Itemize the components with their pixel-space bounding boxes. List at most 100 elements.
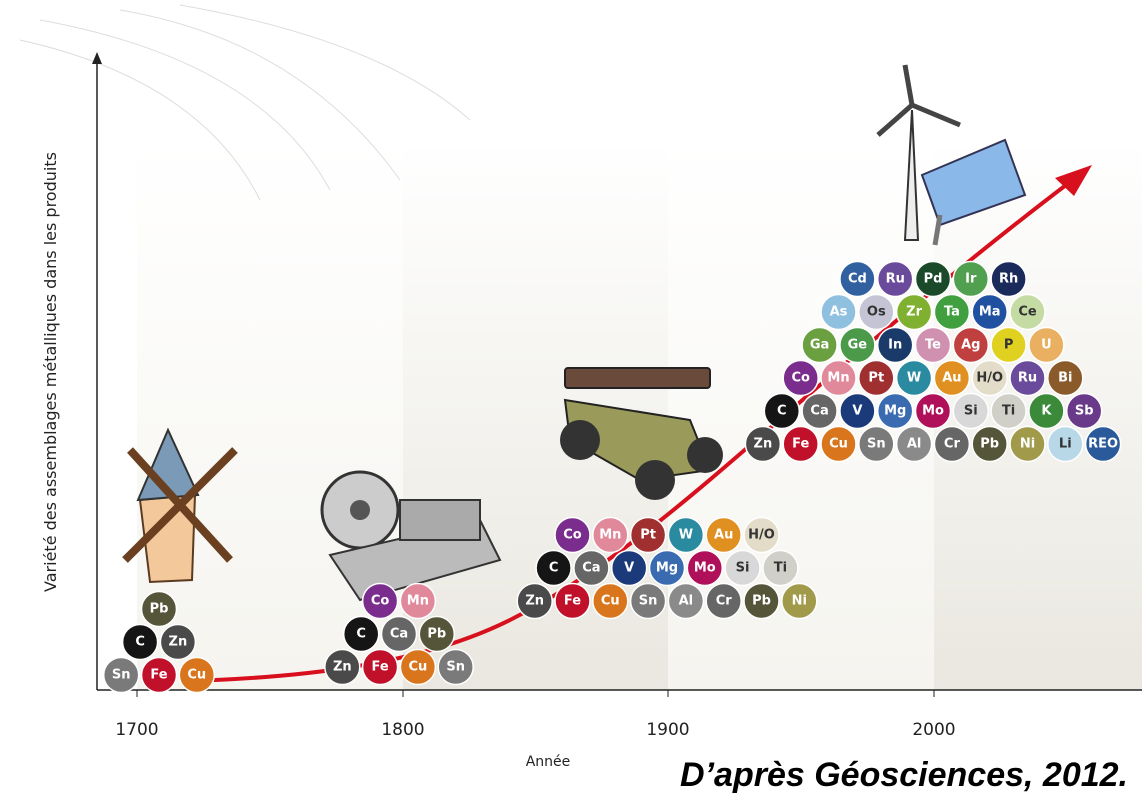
element-symbol: Pb [980, 437, 999, 452]
element-chip: Si [952, 392, 990, 430]
element-circle [990, 326, 1027, 364]
element-circle [933, 293, 971, 331]
element-symbol: REO [1088, 437, 1118, 452]
element-circle [876, 392, 914, 430]
element-chip: Li [1047, 425, 1084, 463]
element-chip: Pb [140, 590, 178, 628]
element-symbol: Pb [427, 627, 446, 642]
element-chip: Fe [782, 425, 819, 463]
element-symbol: Cu [829, 437, 848, 452]
element-chip: C [763, 392, 801, 430]
element-chip: Bi [1047, 359, 1084, 397]
element-circle [801, 326, 838, 364]
element-circle [971, 293, 1008, 331]
element-circle [1009, 425, 1046, 463]
element-chip: Co [361, 582, 399, 620]
x-tick-marks [136, 690, 935, 697]
element-group: Zn Fe Cu Sn Al Cr Pb Ni Li REO C Ca V Mg Mo Si Ti K Sb Co Mn… [744, 260, 1122, 463]
element-symbol: Ni [792, 594, 807, 609]
x-tick-label: 1700 [115, 720, 158, 740]
element-chip: Au [933, 359, 971, 397]
element-chip: REO [1084, 425, 1122, 463]
element-circle [820, 293, 857, 331]
element-symbol: Ca [390, 627, 408, 642]
element-circle [140, 656, 178, 694]
element-chip: Mg [648, 549, 686, 587]
element-chip: Ma [971, 293, 1008, 331]
element-symbol: Ru [886, 272, 905, 287]
element-chip: Ni [781, 582, 818, 620]
element-symbol: C [135, 635, 145, 650]
element-circle [342, 615, 380, 653]
element-symbol: Ca [810, 404, 828, 419]
element-chip: Ta [933, 293, 971, 331]
element-chip: Zn [516, 582, 553, 620]
element-symbol: Co [563, 528, 582, 543]
element-circle [535, 549, 572, 587]
element-circle [592, 516, 629, 554]
element-symbol: Ge [848, 338, 868, 353]
element-chip: C [535, 549, 572, 587]
element-symbol: Ca [582, 561, 600, 576]
element-circle [361, 648, 399, 686]
element-symbol: Fe [792, 437, 809, 452]
element-symbol: Mg [884, 404, 906, 419]
element-circle [801, 392, 838, 430]
element-symbol: Mn [827, 371, 849, 386]
element-symbol: Ni [1020, 437, 1035, 452]
element-circle [1009, 293, 1046, 331]
element-chip: Mo [686, 549, 724, 587]
element-circle [744, 425, 782, 463]
element-chip: Fe [140, 656, 178, 694]
element-circle [1084, 425, 1122, 463]
element-symbol: Ti [1002, 404, 1015, 419]
element-circle [1047, 359, 1084, 397]
element-chip: Ca [573, 549, 610, 587]
element-symbol: Ce [1018, 305, 1037, 320]
element-symbol: Mn [407, 594, 429, 609]
element-circle [380, 615, 418, 653]
element-symbol: Fe [564, 594, 581, 609]
element-symbol: Pd [924, 272, 943, 287]
element-circle [914, 326, 952, 364]
element-symbol: W [907, 371, 921, 386]
element-chip: Ru [1009, 359, 1046, 397]
element-chip: Si [724, 549, 761, 587]
x-tick-label: 1900 [646, 720, 689, 740]
element-symbol: Zn [169, 635, 188, 650]
element-circle [399, 582, 437, 620]
element-circle [971, 359, 1008, 397]
element-chip: Ni [1009, 425, 1046, 463]
element-symbol: Pb [150, 602, 169, 617]
element-chip: Cu [178, 656, 216, 694]
element-circle [839, 260, 876, 298]
element-chip: Te [914, 326, 952, 364]
element-chip: Pb [743, 582, 780, 620]
element-group: Zn Fe Cu Sn C Ca Pb Co Mn [324, 582, 474, 686]
element-chip: Ce [1009, 293, 1046, 331]
element-symbol: Ru [1018, 371, 1037, 386]
element-symbol: Al [907, 437, 922, 452]
element-chip: Ca [801, 392, 838, 430]
element-chip: Zn [159, 623, 197, 661]
element-circle [820, 425, 857, 463]
element-circle [858, 359, 895, 397]
element-symbol: Pt [640, 528, 656, 543]
element-symbol: Ga [810, 338, 829, 353]
element-circle [858, 425, 895, 463]
element-circle [159, 623, 197, 661]
element-circle [629, 582, 667, 620]
element-chip: P [990, 326, 1027, 364]
element-chip: Cu [399, 648, 437, 686]
element-symbol: Si [964, 404, 978, 419]
element-symbol: Sb [1075, 404, 1094, 419]
element-chip: Ti [990, 392, 1027, 430]
y-axis-label: Variété des assemblages métalliques dans… [41, 152, 60, 592]
element-chip: Cr [933, 425, 971, 463]
element-chip: Mo [914, 392, 952, 430]
element-circle [990, 392, 1027, 430]
element-circle [914, 260, 952, 298]
element-chip: Au [705, 516, 742, 554]
element-circle [554, 582, 591, 620]
